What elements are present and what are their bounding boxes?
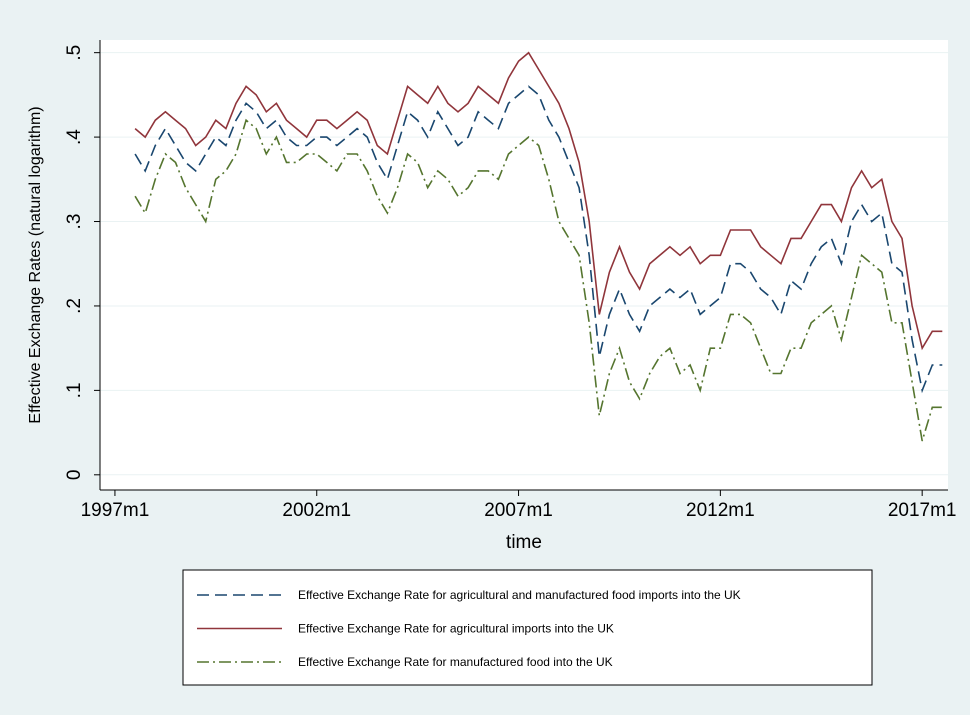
legend-box — [182, 569, 873, 686]
x-tick-label: 2017m1 — [888, 500, 957, 521]
y-tick-label: .4 — [64, 129, 85, 145]
y-tick-label: .5 — [64, 45, 85, 61]
x-tick-label: 2012m1 — [686, 500, 755, 521]
y-tick-label: .2 — [64, 298, 85, 314]
y-tick-label: .1 — [64, 382, 85, 398]
legend-label: Effective Exchange Rate for agricultural… — [298, 588, 741, 602]
series-line — [134, 85, 943, 394]
y-axis-title: Effective Exchange Rates (natural logari… — [27, 106, 44, 423]
y-tick-label: 0 — [64, 470, 85, 481]
y-tick-label: .3 — [64, 214, 85, 230]
plot-area — [100, 40, 948, 490]
legend-label: Effective Exchange Rate for agricultural… — [298, 622, 614, 636]
x-tick-label: 2007m1 — [484, 500, 553, 521]
legend-label: Effective Exchange Rate for manufactured… — [298, 655, 613, 669]
series-line — [134, 51, 943, 351]
x-axis-title: time — [506, 532, 542, 553]
x-tick-label: 1997m1 — [81, 500, 150, 521]
x-tick-label: 2002m1 — [282, 500, 351, 521]
series-line — [134, 118, 943, 442]
